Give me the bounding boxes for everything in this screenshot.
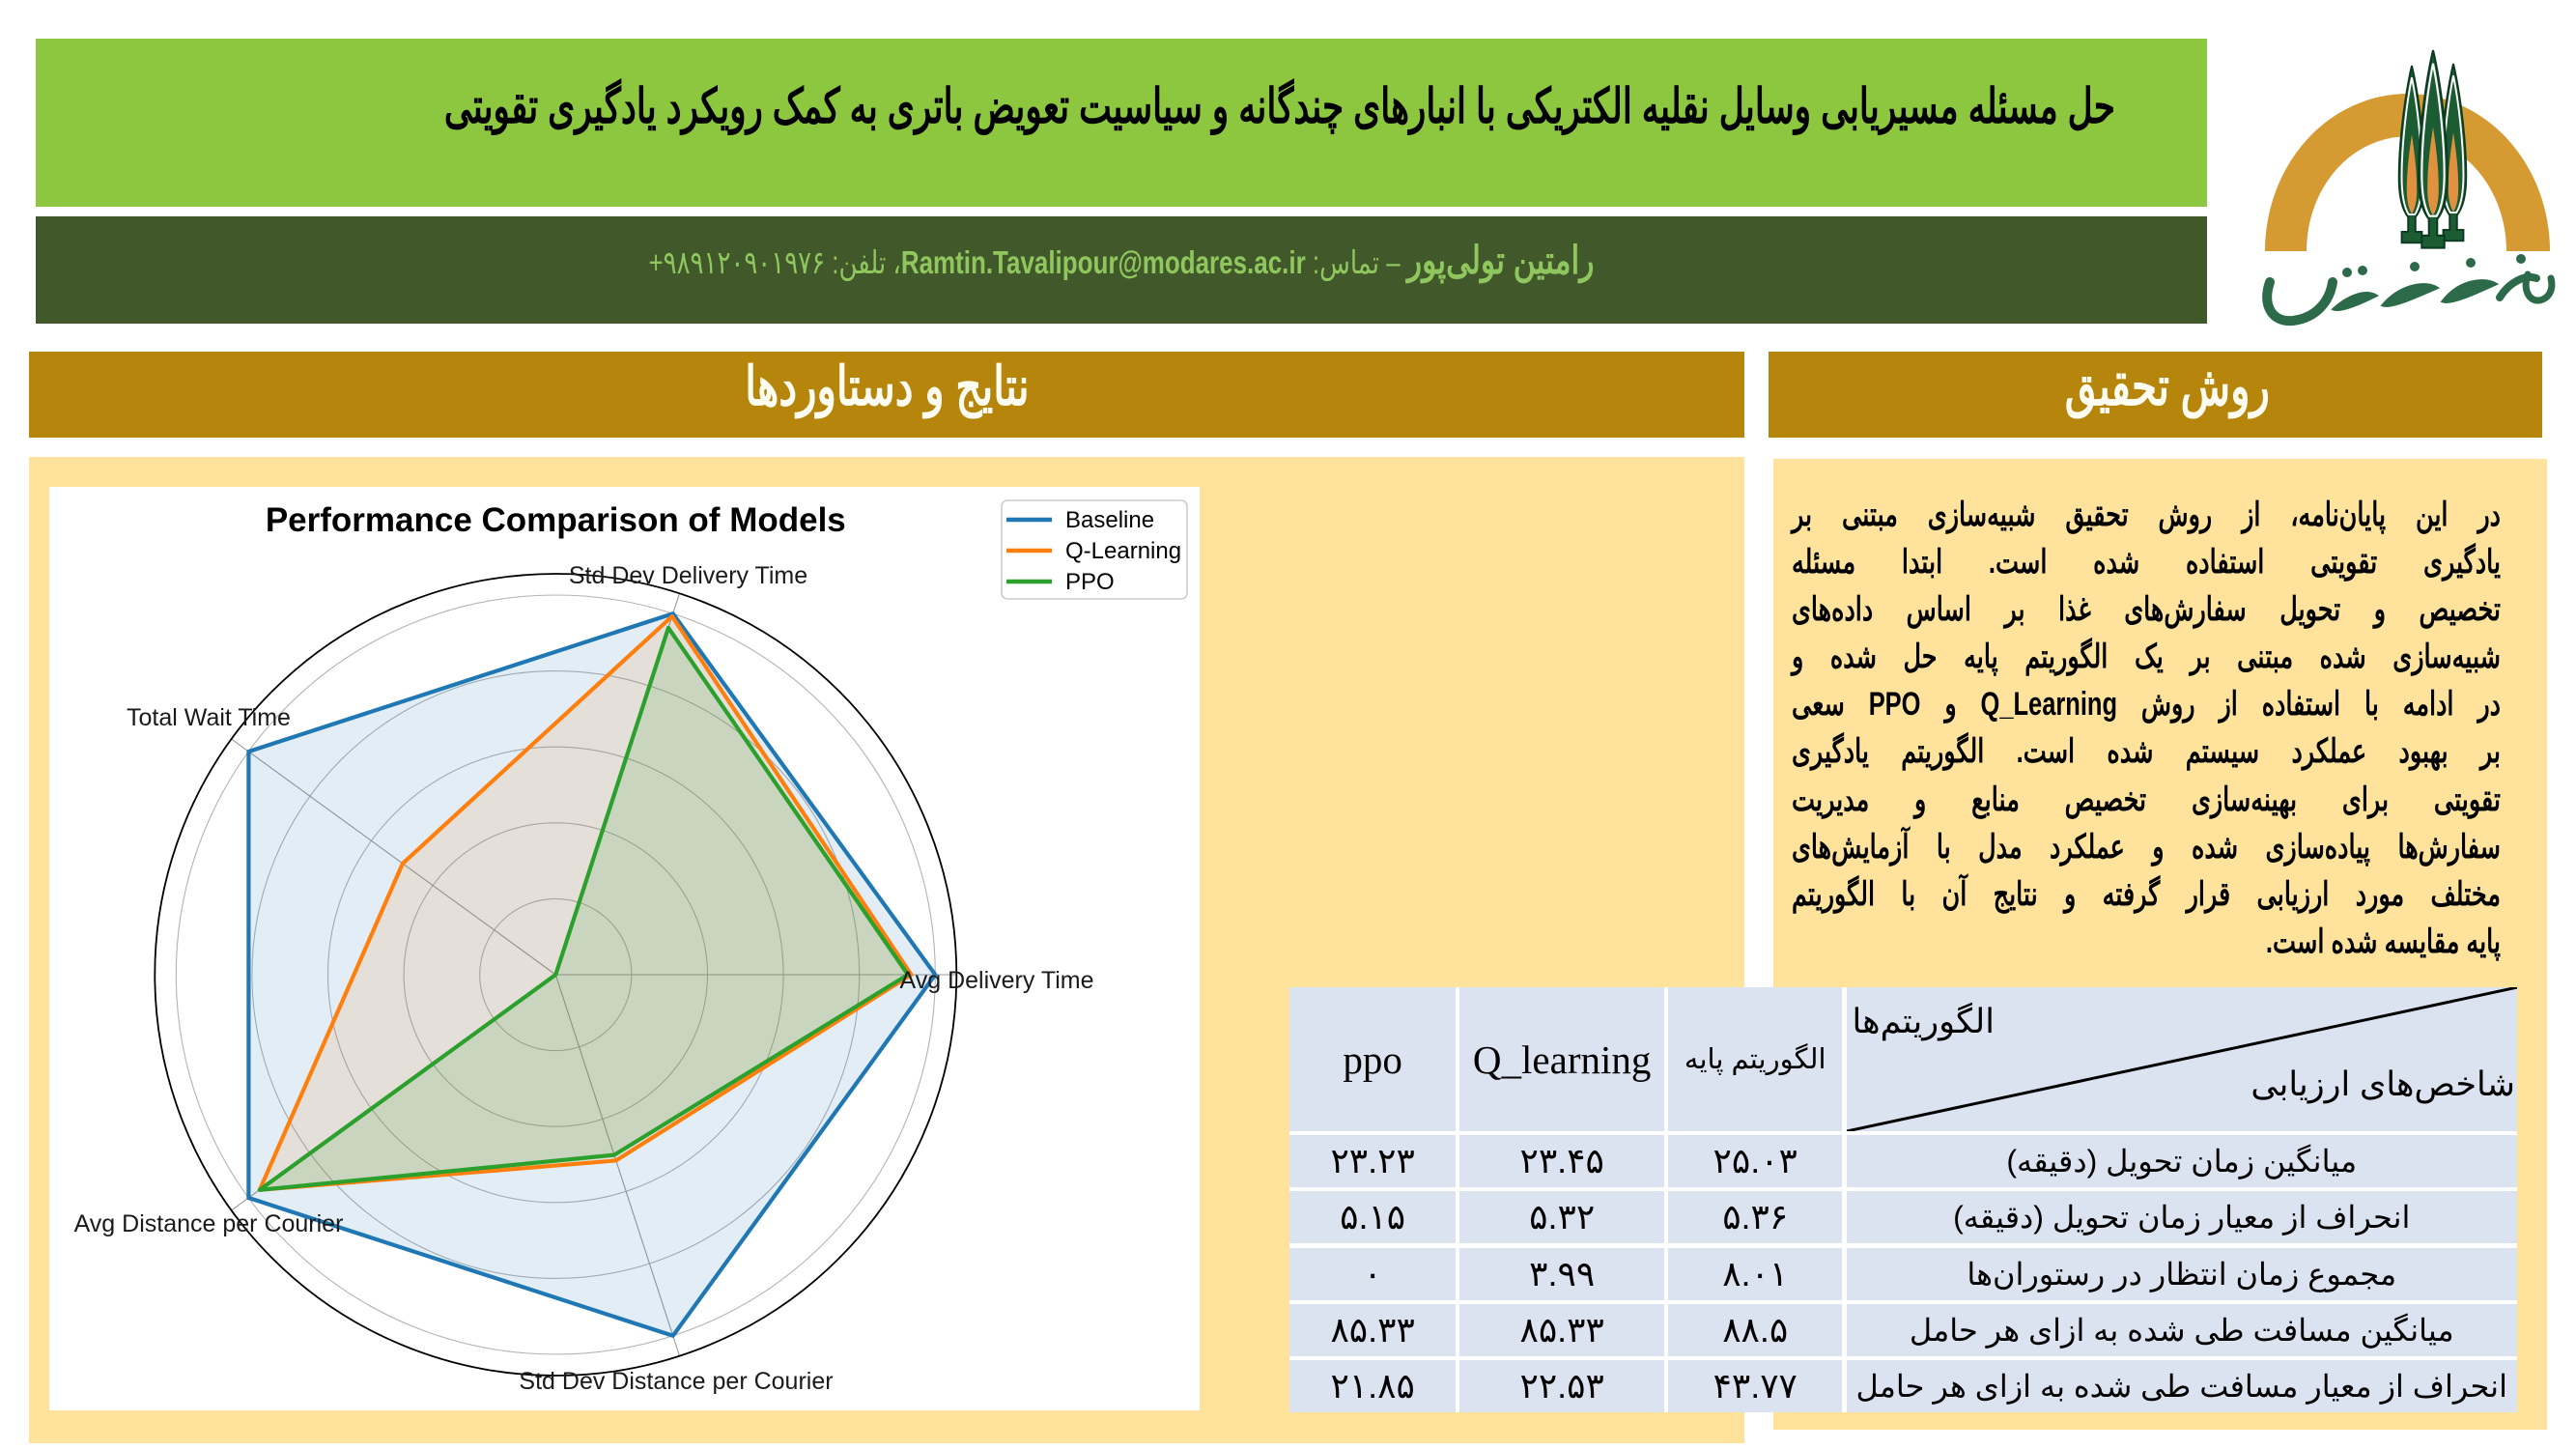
svg-text:Std Dev Delivery Time: Std Dev Delivery Time: [569, 562, 807, 589]
svg-text:Avg Distance per Courier: Avg Distance per Courier: [74, 1210, 344, 1237]
svg-text:Std Dev Distance per Courier: Std Dev Distance per Courier: [519, 1368, 833, 1395]
svg-text:Avg Delivery Time: Avg Delivery Time: [900, 967, 1094, 994]
svg-text:Q-Learning: Q-Learning: [1065, 538, 1181, 564]
svg-text:Total Wait Time: Total Wait Time: [127, 704, 291, 731]
svg-text:Performance Comparison of Mode: Performance Comparison of Models: [266, 501, 846, 539]
svg-text:Baseline: Baseline: [1065, 507, 1154, 533]
svg-text:PPO: PPO: [1065, 569, 1115, 595]
